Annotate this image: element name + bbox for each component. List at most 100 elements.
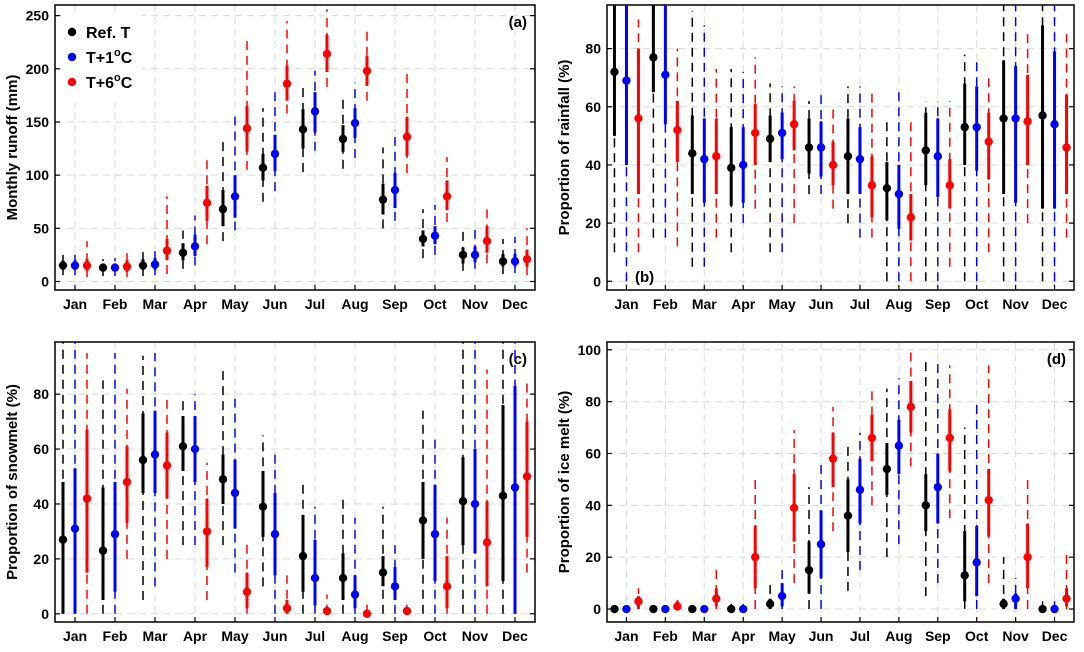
x-tick-label: Apr	[183, 628, 208, 644]
y-tick-label: 0	[593, 273, 601, 289]
x-tick-label: Nov	[462, 296, 489, 312]
data-point	[739, 160, 748, 170]
data-point	[960, 122, 969, 132]
data-point	[282, 604, 292, 613]
data-point	[230, 192, 240, 201]
x-tick-label: Aug	[885, 296, 912, 312]
data-point	[765, 134, 775, 143]
data-point	[843, 152, 853, 161]
x-tick-label: Jun	[263, 296, 288, 312]
data-point	[673, 602, 682, 611]
x-tick-label: Jun	[809, 296, 834, 312]
x-tick-label: Aug	[885, 628, 912, 644]
x-tick-label: May	[221, 628, 248, 644]
data-point	[458, 250, 468, 260]
data-point	[362, 609, 372, 618]
data-point	[622, 604, 631, 614]
data-point	[178, 442, 188, 451]
data-point	[610, 67, 619, 77]
data-point	[789, 120, 799, 129]
data-point	[894, 189, 904, 199]
data-point	[218, 204, 228, 214]
data-point	[138, 261, 148, 270]
data-point	[739, 604, 748, 614]
data-point	[510, 483, 520, 492]
data-point	[1062, 143, 1071, 152]
data-point	[470, 250, 480, 260]
x-tick-label: Jul	[850, 628, 870, 644]
x-tick-label: Jul	[305, 296, 325, 312]
data-point	[390, 185, 400, 195]
data-point	[933, 482, 942, 492]
data-point	[894, 441, 904, 450]
data-layer	[58, 342, 532, 618]
y-tick-label: 80	[585, 41, 601, 57]
data-point	[661, 604, 670, 614]
data-point	[945, 181, 954, 190]
data-point	[122, 477, 132, 487]
data-point	[258, 502, 268, 511]
data-point	[828, 160, 838, 170]
data-point	[310, 107, 320, 116]
data-point	[649, 604, 658, 614]
x-tick-label: Feb	[653, 628, 678, 644]
data-point	[828, 454, 838, 463]
plot-frame	[54, 341, 536, 623]
data-layer	[610, 5, 1071, 282]
data-point	[882, 184, 892, 193]
x-tick-label: Dec	[502, 296, 528, 312]
x-tick-label: Sep	[382, 296, 408, 312]
data-point	[1050, 120, 1059, 129]
data-point	[960, 571, 969, 580]
x-tick-label: Sep	[925, 296, 951, 312]
data-point	[378, 568, 388, 577]
data-point	[110, 529, 120, 539]
y-tick-label: 20	[585, 215, 601, 231]
data-point	[688, 604, 697, 614]
x-tick-label: Dec	[502, 628, 528, 644]
data-point	[816, 143, 826, 152]
data-point	[1011, 114, 1020, 123]
data-point	[298, 125, 308, 134]
data-point	[999, 114, 1008, 123]
x-tick-label: Oct	[423, 296, 447, 312]
data-point	[110, 263, 120, 272]
data-point	[777, 128, 787, 138]
data-point	[82, 494, 92, 503]
data-point	[712, 594, 721, 603]
data-point	[984, 495, 993, 505]
data-layer	[610, 349, 1071, 614]
data-point	[510, 257, 520, 266]
x-tick-label: Oct	[423, 628, 447, 644]
y-tick-label: 0	[593, 601, 601, 617]
data-point	[945, 433, 954, 443]
data-point	[855, 485, 865, 494]
x-tick-label: Jun	[263, 628, 288, 644]
data-point	[804, 143, 814, 152]
data-point	[58, 261, 68, 270]
y-tick-label: 0	[41, 273, 49, 289]
data-point	[712, 152, 721, 161]
x-tick-label: Mar	[143, 296, 168, 312]
x-tick-label: Dec	[1042, 628, 1068, 644]
y-tick-label: 60	[33, 441, 49, 457]
y-axis-label: Monthly runoff (mm)	[4, 75, 21, 221]
data-point	[430, 231, 440, 240]
data-point	[190, 242, 200, 251]
data-point	[999, 599, 1008, 609]
data-point	[906, 402, 916, 412]
data-point	[402, 132, 412, 142]
data-point	[138, 455, 148, 465]
data-point	[482, 236, 492, 246]
x-tick-label: Apr	[731, 296, 756, 312]
x-tick-label: Feb	[653, 296, 678, 312]
data-point	[843, 511, 853, 520]
legend-entry: T+6oC	[86, 72, 133, 92]
data-point	[498, 257, 508, 266]
data-point	[242, 587, 252, 597]
data-point	[350, 118, 360, 128]
data-point	[765, 599, 775, 609]
x-tick-label: Mar	[143, 628, 168, 644]
data-point	[178, 248, 188, 257]
y-tick-label: 80	[33, 386, 49, 402]
